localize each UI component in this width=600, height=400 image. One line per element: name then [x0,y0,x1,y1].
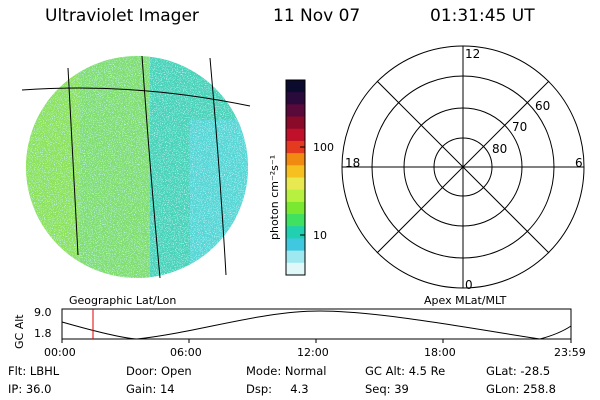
mlat-label-80: 80 [492,142,507,156]
date-label: 11 Nov 07 [273,6,361,26]
colorbar-frame [285,79,306,276]
earth-disk-image [26,56,248,278]
mlat-label-70: 70 [512,120,527,134]
mlt-label-18: 18 [345,156,360,170]
colorbar-segment [286,189,305,203]
colorbar-segment [286,153,305,166]
colorbar-segment [286,165,305,178]
time-tick: 18:00 [424,346,456,359]
colorbar-segment [286,262,305,276]
geographic-grid [21,55,251,279]
colorbar-tick-10: 10 [313,229,327,242]
colorbar-segment [286,116,305,130]
colorbar-segment [286,104,305,118]
colorbar-segment [286,238,305,252]
colorbar-segment [286,201,305,215]
colorbar-segment [286,177,305,191]
altitude-ylabel: GC Alt [13,314,26,349]
colorbar-segment [286,214,305,227]
colorbar-segment [286,92,305,105]
colorbar-segment [286,250,305,264]
info-flt: Flt: LBHL [8,364,60,378]
time-tick: 23:59 [554,346,586,359]
info-seq: Seq: 39 [365,382,409,396]
altitude-curve [61,310,572,340]
time-tick: 06:00 [170,346,202,359]
alt-tick-high: 9.0 [34,306,52,319]
mlat-label-60: 60 [535,99,550,113]
instrument-title: Ultraviolet Imager [45,6,199,26]
info-glat: GLat: -28.5 [486,364,551,378]
info-gain: Gain: 14 [126,382,175,396]
altitude-plot [61,308,572,343]
apex-caption: Apex MLat/MLT [424,294,507,307]
time-tick: 12:00 [297,346,329,359]
geographic-caption: Geographic Lat/Lon [69,294,177,307]
info-dsp: Dsp: 4.3 [246,382,309,396]
mlt-label-12: 12 [465,47,480,61]
info-gc-alt: GC Alt: 4.5 Re [365,364,446,378]
mlt-label-0: 0 [465,278,473,292]
info-door: Door: Open [126,364,192,378]
colorbar-segment [286,80,305,93]
time-label: 01:31:45 UT [430,6,535,26]
alt-tick-low: 1.8 [34,327,52,340]
time-tick: 00:00 [44,346,76,359]
colorbar-segment [286,226,305,239]
info-ip: IP: 36.0 [8,382,52,396]
info-mode: Mode: Normal [246,364,327,378]
colorbar-unit-label: photon cm⁻²s⁻¹ [268,155,281,240]
colorbar-tick-100: 100 [313,141,334,154]
info-glon: GLon: 258.8 [486,382,556,396]
colorbar-segment [286,128,305,142]
mlt-label-6: 6 [575,156,583,170]
colorbar-segment [286,140,305,154]
polar-plot [341,45,585,289]
color-bar [285,79,306,276]
